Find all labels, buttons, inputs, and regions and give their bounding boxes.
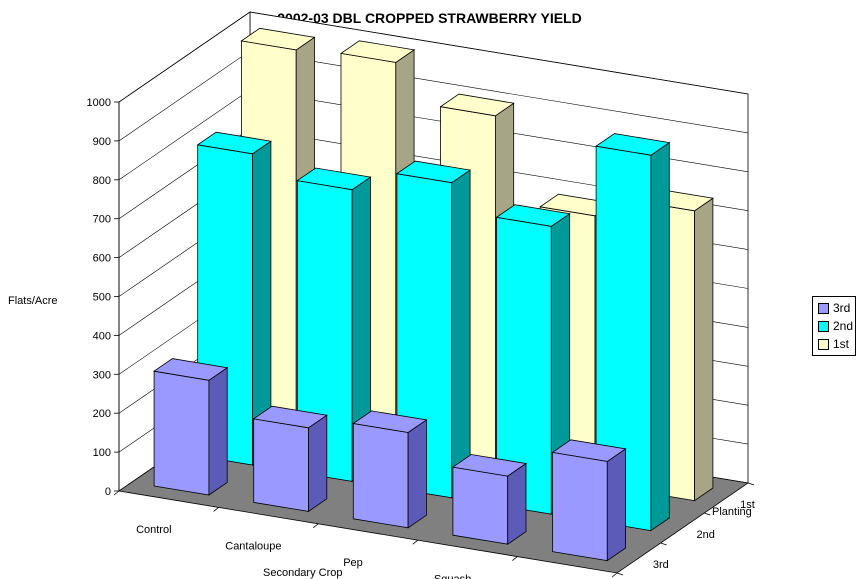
z-tick-label: 1st bbox=[740, 499, 755, 511]
bar-top bbox=[495, 204, 571, 227]
bar bbox=[352, 410, 428, 529]
bar-top bbox=[595, 133, 671, 156]
bars bbox=[153, 27, 714, 562]
y-tick-label: 800 bbox=[93, 175, 111, 187]
z-axis-label: Planting bbox=[712, 506, 752, 518]
bar-side bbox=[507, 462, 527, 545]
bar-top bbox=[339, 40, 416, 63]
y-tick-label: 1000 bbox=[87, 97, 111, 109]
bar-top bbox=[551, 439, 627, 462]
bar-top bbox=[439, 93, 515, 117]
gridline bbox=[118, 11, 749, 103]
x-tick-label: Cantaloupe bbox=[225, 541, 281, 553]
y-axis-label: Flats/Acre bbox=[8, 295, 58, 307]
chart-title: 2002-03 DBL CROPPED STRAWBERRY YIELD bbox=[277, 10, 582, 26]
legend-label-2nd: 2nd bbox=[833, 319, 854, 333]
bar-side bbox=[308, 414, 328, 513]
bar-top bbox=[196, 131, 272, 155]
x-tick-label: Squash bbox=[434, 573, 471, 579]
legend-item-2nd: 2nd bbox=[818, 319, 853, 333]
bar bbox=[153, 358, 229, 496]
y-tick-label: 500 bbox=[93, 292, 111, 304]
bar-top bbox=[252, 405, 328, 429]
x-tick bbox=[611, 572, 618, 578]
bar-side bbox=[208, 366, 228, 496]
y-tick-label: 700 bbox=[93, 214, 111, 226]
x-axis-label: Secondary Crop bbox=[263, 567, 343, 579]
y-tick-label: 100 bbox=[93, 447, 111, 459]
bar-top bbox=[296, 167, 372, 191]
x-tick bbox=[113, 490, 120, 496]
bar-top bbox=[352, 410, 428, 433]
bar bbox=[551, 439, 627, 562]
z-tick-label: 3rd bbox=[653, 559, 669, 571]
bar-side bbox=[407, 419, 427, 529]
z-tick bbox=[660, 542, 667, 546]
legend-swatch-1st bbox=[818, 338, 829, 350]
y-tick-label: 600 bbox=[93, 253, 111, 265]
y-tick-label: 900 bbox=[93, 136, 111, 148]
x-tick-label: Control bbox=[136, 524, 171, 536]
z-tick bbox=[704, 512, 711, 516]
bar-top bbox=[240, 27, 316, 51]
bar-side bbox=[650, 141, 670, 532]
z-tick-label: 2nd bbox=[697, 529, 715, 541]
x-tick bbox=[213, 507, 219, 512]
x-tick bbox=[512, 556, 518, 561]
bar bbox=[495, 204, 571, 515]
x-tick bbox=[412, 539, 419, 545]
bar-front bbox=[552, 451, 608, 562]
bar-side bbox=[694, 197, 714, 502]
bar bbox=[252, 405, 328, 513]
y-tick-label: 400 bbox=[93, 330, 111, 342]
bar bbox=[395, 160, 472, 499]
bar-front bbox=[253, 418, 309, 512]
legend-item-1st: 1st bbox=[818, 337, 849, 351]
bar-side bbox=[606, 448, 626, 562]
legend-item-3rd: 3rd bbox=[818, 301, 850, 315]
z-tick bbox=[747, 482, 755, 486]
legend-swatch-2nd bbox=[818, 320, 829, 332]
bar-side bbox=[451, 169, 471, 499]
bar-front bbox=[153, 370, 210, 496]
x-tick-label: Pep bbox=[343, 557, 363, 569]
legend-label-3rd: 3rd bbox=[833, 301, 851, 315]
z-tick bbox=[616, 572, 624, 576]
legend-swatch-3rd bbox=[818, 302, 829, 314]
bar bbox=[296, 167, 372, 483]
bar-front bbox=[452, 466, 509, 545]
legend-label-1st: 1st bbox=[833, 337, 850, 351]
y-tick-label: 200 bbox=[93, 408, 111, 420]
bar bbox=[451, 454, 528, 545]
legend: 3rd 2nd 1st bbox=[812, 296, 856, 356]
bar-front bbox=[352, 423, 409, 529]
bar-top bbox=[451, 454, 528, 477]
bar-top bbox=[395, 160, 472, 184]
y-tick-label: 0 bbox=[105, 486, 111, 498]
x-tick bbox=[312, 523, 319, 529]
y-tick-label: 300 bbox=[93, 369, 111, 381]
bar bbox=[595, 133, 671, 532]
axes: 0 100 200 300 400 500 600 700 800 900 1000 Control C… bbox=[87, 97, 755, 579]
bar-top bbox=[153, 358, 229, 381]
